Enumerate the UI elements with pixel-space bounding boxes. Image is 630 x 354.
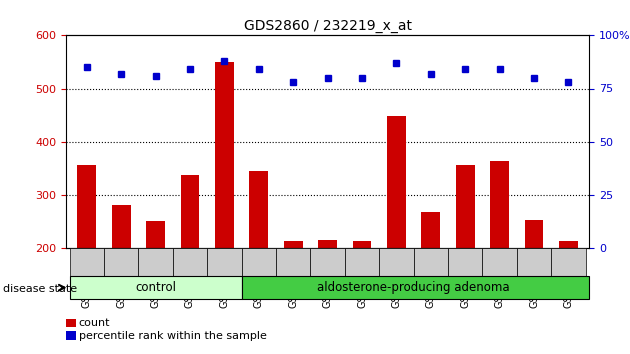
FancyBboxPatch shape	[69, 276, 241, 299]
FancyBboxPatch shape	[483, 248, 517, 276]
Text: count: count	[79, 318, 110, 328]
Bar	[112, 205, 130, 248]
FancyBboxPatch shape	[276, 248, 311, 276]
Text: control: control	[135, 281, 176, 294]
Text: aldosterone-producing adenoma: aldosterone-producing adenoma	[318, 281, 510, 294]
FancyBboxPatch shape	[517, 248, 551, 276]
Bar	[284, 241, 302, 248]
Bar	[353, 241, 372, 248]
Bar	[559, 241, 578, 248]
FancyBboxPatch shape	[241, 276, 589, 299]
Title: GDS2860 / 232219_x_at: GDS2860 / 232219_x_at	[244, 19, 411, 33]
FancyBboxPatch shape	[207, 248, 241, 276]
Bar	[77, 166, 96, 248]
FancyBboxPatch shape	[379, 248, 414, 276]
FancyBboxPatch shape	[173, 248, 207, 276]
Text: percentile rank within the sample: percentile rank within the sample	[79, 331, 266, 341]
Bar	[490, 161, 509, 248]
Bar	[387, 116, 406, 248]
FancyBboxPatch shape	[311, 248, 345, 276]
Bar	[215, 62, 234, 248]
Bar	[146, 221, 165, 248]
Bar	[525, 220, 544, 248]
FancyBboxPatch shape	[414, 248, 448, 276]
FancyBboxPatch shape	[551, 248, 586, 276]
FancyBboxPatch shape	[345, 248, 379, 276]
Bar	[249, 171, 268, 248]
Text: disease state: disease state	[3, 284, 77, 293]
FancyBboxPatch shape	[448, 248, 483, 276]
Bar	[181, 175, 200, 248]
FancyBboxPatch shape	[241, 248, 276, 276]
Bar	[455, 166, 474, 248]
Bar	[318, 240, 337, 248]
Bar	[421, 212, 440, 248]
FancyBboxPatch shape	[104, 248, 139, 276]
FancyBboxPatch shape	[69, 248, 104, 276]
FancyBboxPatch shape	[139, 248, 173, 276]
